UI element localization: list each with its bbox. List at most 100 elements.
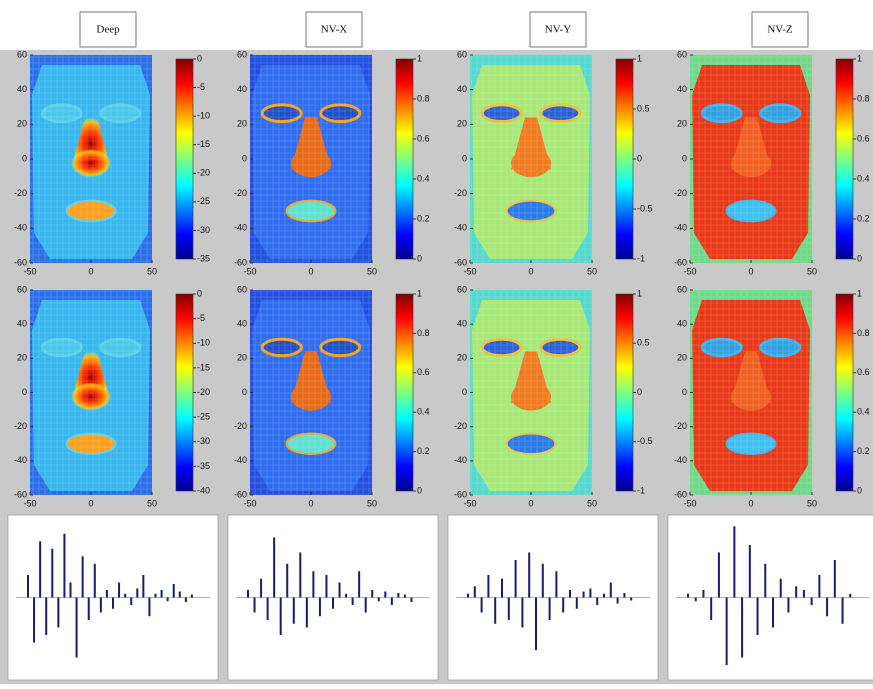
colorbar <box>396 294 413 491</box>
y-tick-label: -40 <box>14 455 27 465</box>
x-tick-label: 0 <box>528 498 533 508</box>
y-tick-label: 60 <box>17 49 27 59</box>
colorbar-tick-label: 0.4 <box>417 407 430 417</box>
colorbar-tick-label: 0.6 <box>857 367 870 377</box>
colorbar-tick-label: -0.5 <box>637 436 653 446</box>
heatmap-texture <box>470 55 592 263</box>
column-title: Deep <box>96 24 120 36</box>
heatmap-texture <box>250 290 372 495</box>
y-tick-label: 60 <box>237 284 247 294</box>
y-tick-label: 20 <box>457 353 467 363</box>
colorbar-tick-label: 0 <box>857 485 862 495</box>
y-tick-label: -40 <box>454 455 467 465</box>
x-tick-label: -50 <box>683 498 696 508</box>
y-tick-label: 60 <box>17 284 27 294</box>
colorbar-tick-label: 0 <box>417 253 422 263</box>
y-tick-label: -40 <box>454 223 467 233</box>
x-tick-label: -50 <box>463 266 476 276</box>
face-heatmap <box>690 290 812 495</box>
x-tick-label: 0 <box>308 498 313 508</box>
y-tick-label: 40 <box>457 319 467 329</box>
colorbar-tick-label: 0 <box>197 53 202 63</box>
heatmap-texture <box>690 55 812 263</box>
y-tick-label: 0 <box>462 153 467 163</box>
x-tick-label: 0 <box>88 266 93 276</box>
y-tick-label: 40 <box>237 84 247 94</box>
colorbar-tick-label: 0.2 <box>417 213 430 223</box>
colorbar-tick-label: -40 <box>197 485 210 495</box>
colorbar-tick-label: -35 <box>197 253 210 263</box>
colorbar-tick-label: 0 <box>197 288 202 298</box>
colorbar-tick-label: 0.8 <box>417 328 430 338</box>
colorbar-tick-label: -15 <box>197 139 210 149</box>
colorbar-tick-label: 1 <box>417 53 422 63</box>
colorbar-tick-label: 0.6 <box>857 133 870 143</box>
face-heatmap <box>250 55 372 263</box>
x-tick-label: -50 <box>243 498 256 508</box>
y-tick-label: -20 <box>234 188 247 198</box>
y-tick-label: 20 <box>677 119 687 129</box>
colorbar-tick-label: 0.4 <box>857 173 870 183</box>
x-tick-label: 50 <box>147 498 157 508</box>
colorbar-tick-label: -1 <box>637 253 645 263</box>
face-heatmap <box>470 290 592 495</box>
y-tick-label: 20 <box>237 353 247 363</box>
y-tick-label: 0 <box>22 153 27 163</box>
colorbar-tick-label: 0 <box>857 253 862 263</box>
colorbar <box>836 59 853 259</box>
colorbar-tick-label: -35 <box>197 461 210 471</box>
colorbar <box>176 294 193 491</box>
colorbar <box>616 59 633 259</box>
y-tick-label: 0 <box>242 387 247 397</box>
face-heatmap <box>690 55 812 263</box>
colorbar-tick-label: -5 <box>197 313 205 323</box>
y-tick-label: 20 <box>17 119 27 129</box>
x-tick-label: -50 <box>243 266 256 276</box>
y-tick-label: -20 <box>14 421 27 431</box>
colorbar-tick-label: -20 <box>197 387 210 397</box>
face-heatmap <box>470 55 592 263</box>
y-tick-label: 60 <box>237 49 247 59</box>
colorbar-tick-label: 0 <box>637 153 642 163</box>
colorbar-tick-label: 0.2 <box>417 446 430 456</box>
y-tick-label: -20 <box>234 421 247 431</box>
y-tick-label: -40 <box>14 223 27 233</box>
y-tick-label: -20 <box>454 421 467 431</box>
x-tick-label: 0 <box>748 266 753 276</box>
colorbar-tick-label: 0.6 <box>417 367 430 377</box>
y-tick-label: -20 <box>14 188 27 198</box>
x-tick-label: 50 <box>807 498 817 508</box>
colorbar-tick-label: 1 <box>417 288 422 298</box>
x-tick-label: 0 <box>748 498 753 508</box>
x-tick-label: 50 <box>147 266 157 276</box>
colorbar-tick-label: 0 <box>637 387 642 397</box>
colorbar <box>616 294 633 491</box>
x-tick-label: -50 <box>23 266 36 276</box>
y-tick-label: 40 <box>457 84 467 94</box>
colorbar-tick-label: 1 <box>637 288 642 298</box>
y-tick-label: 40 <box>677 319 687 329</box>
colorbar <box>396 59 413 259</box>
colorbar-tick-label: -5 <box>197 82 205 92</box>
x-tick-label: 0 <box>528 266 533 276</box>
colorbar-tick-label: 1 <box>637 53 642 63</box>
colorbar-tick-label: 0.5 <box>637 338 650 348</box>
x-tick-label: 50 <box>807 266 817 276</box>
y-tick-label: -20 <box>674 188 687 198</box>
x-tick-label: -50 <box>463 498 476 508</box>
y-tick-label: 20 <box>677 353 687 363</box>
colorbar-tick-label: -25 <box>197 412 210 422</box>
colorbar <box>836 294 853 491</box>
colorbar-tick-label: 0 <box>417 485 422 495</box>
y-tick-label: -40 <box>674 223 687 233</box>
figure: Deep6040200-20-40-60-500500-5-10-15-20-2… <box>0 0 873 684</box>
y-tick-label: -40 <box>234 455 247 465</box>
y-tick-label: -40 <box>234 223 247 233</box>
colorbar-tick-label: 0.8 <box>417 93 430 103</box>
x-tick-label: -50 <box>23 498 36 508</box>
heatmap-texture <box>470 290 592 495</box>
colorbar-tick-label: 0.6 <box>417 133 430 143</box>
column-title: NV-Z <box>767 24 793 36</box>
face-heatmap <box>30 290 152 495</box>
colorbar-tick-label: -30 <box>197 225 210 235</box>
